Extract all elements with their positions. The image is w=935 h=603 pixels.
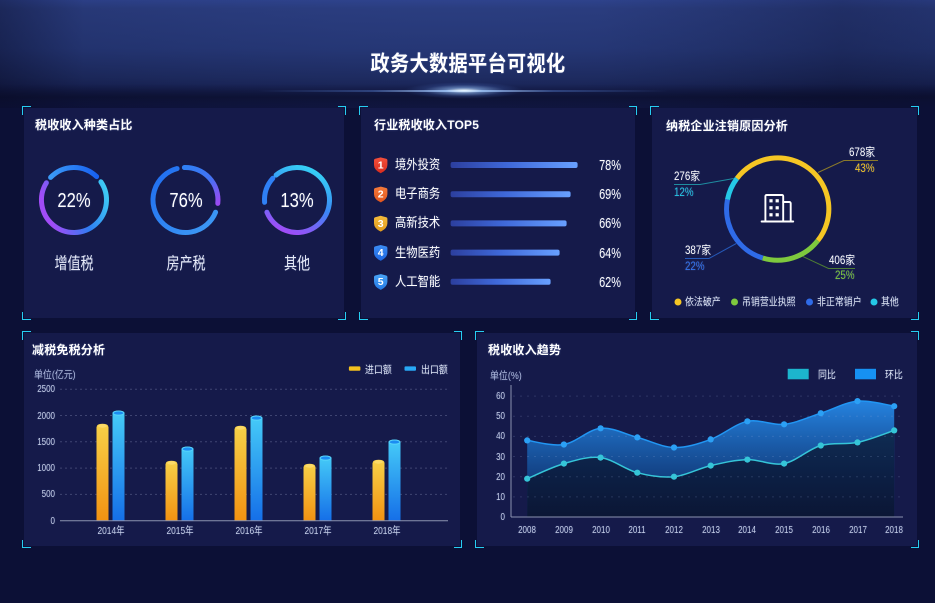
svg-text:4: 4 (378, 247, 384, 259)
svg-text:3: 3 (378, 218, 384, 230)
svg-text:2: 2 (378, 189, 384, 201)
svg-text:5: 5 (378, 276, 384, 288)
svg-text:1: 1 (378, 159, 384, 171)
